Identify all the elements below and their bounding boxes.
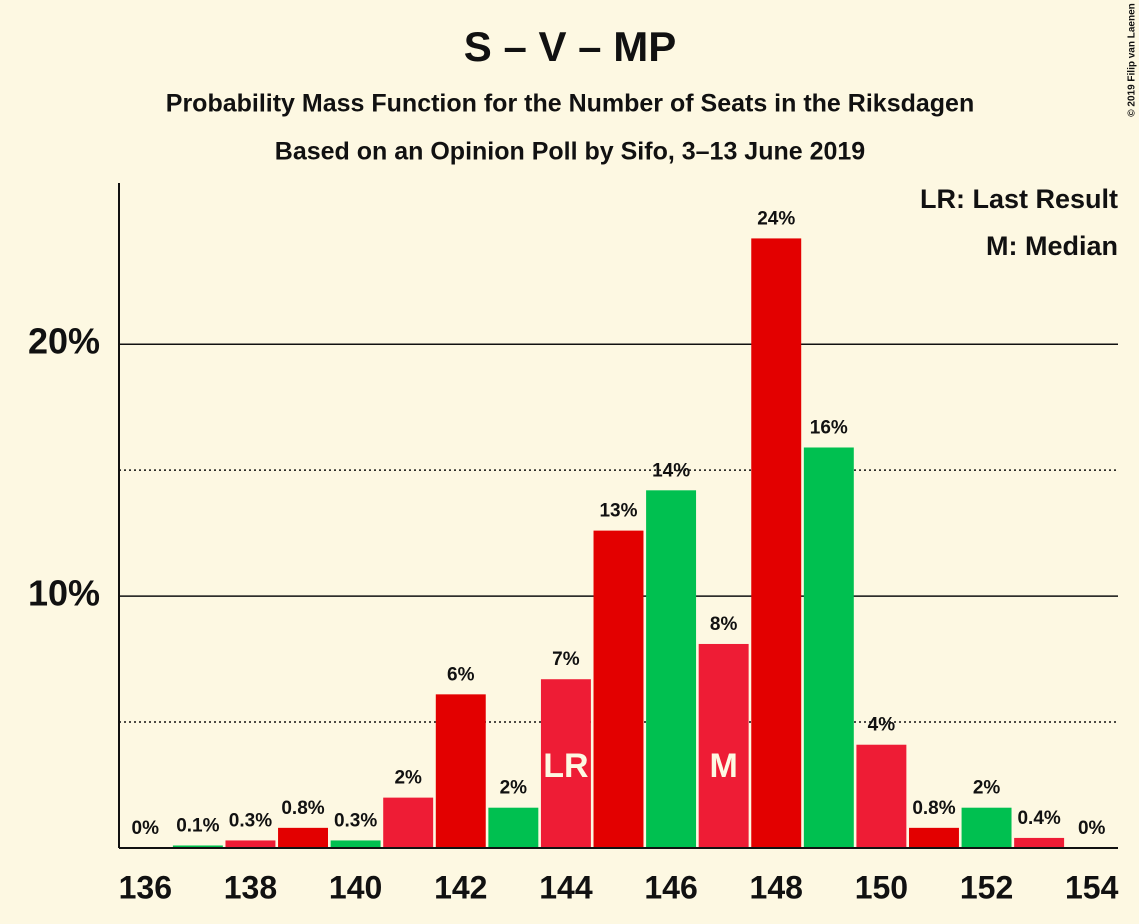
y-tick-label: 20%: [28, 321, 100, 362]
value-label: 24%: [757, 208, 795, 229]
bar: [961, 807, 1012, 848]
value-label: 6%: [447, 664, 475, 685]
value-label: 0.8%: [912, 798, 955, 819]
bar: [803, 447, 854, 848]
bar: [172, 845, 223, 848]
x-tick-label: 136: [119, 869, 172, 905]
bar: [330, 840, 381, 848]
value-label: 2%: [500, 778, 528, 799]
value-label: 13%: [599, 501, 637, 522]
bar: [1014, 837, 1065, 848]
bar: [488, 807, 539, 848]
chart-title: S – V – MP: [464, 23, 676, 70]
value-label: 4%: [868, 715, 896, 736]
copyright: © 2019 Filip van Laenen: [1127, 3, 1138, 117]
value-label: 2%: [973, 778, 1001, 799]
bar: [383, 797, 434, 848]
chart-subtitle: Probability Mass Function for the Number…: [166, 90, 974, 118]
y-tick-label: 10%: [28, 573, 100, 614]
legend-item: LR: Last Result: [920, 184, 1118, 214]
x-tick-label: 142: [434, 869, 487, 905]
bar: [435, 694, 486, 848]
value-label: 8%: [710, 614, 738, 635]
bar: [646, 490, 697, 848]
bar-annotation: M: [709, 747, 737, 785]
bar: [856, 744, 907, 848]
x-tick-label: 140: [329, 869, 382, 905]
bar: [698, 643, 749, 848]
value-label: 0.4%: [1017, 808, 1060, 829]
x-tick-label: 146: [644, 869, 697, 905]
value-label: 0.8%: [281, 798, 324, 819]
x-tick-label: 148: [750, 869, 803, 905]
value-label: 0.1%: [176, 815, 219, 836]
value-label: 0%: [1078, 818, 1106, 839]
value-label: 0.3%: [229, 810, 272, 831]
bar-annotation: LR: [543, 747, 588, 785]
bar: [908, 827, 959, 848]
value-label: 7%: [552, 649, 580, 670]
x-tick-label: 154: [1065, 869, 1119, 905]
x-tick-label: 144: [539, 869, 593, 905]
value-label: 0%: [132, 818, 160, 839]
value-label: 14%: [652, 460, 690, 481]
x-tick-label: 150: [855, 869, 908, 905]
bar: [540, 679, 591, 848]
bar: [593, 530, 644, 848]
bar: [751, 238, 802, 848]
value-label: 16%: [810, 418, 848, 439]
value-label: 2%: [394, 768, 422, 789]
bar: [278, 827, 329, 848]
x-tick-label: 152: [960, 869, 1013, 905]
x-tick-label: 138: [224, 869, 277, 905]
bar: [225, 840, 276, 848]
legend-item: M: Median: [986, 231, 1118, 261]
chart-subtitle: Based on an Opinion Poll by Sifo, 3–13 J…: [275, 138, 865, 166]
value-label: 0.3%: [334, 810, 377, 831]
